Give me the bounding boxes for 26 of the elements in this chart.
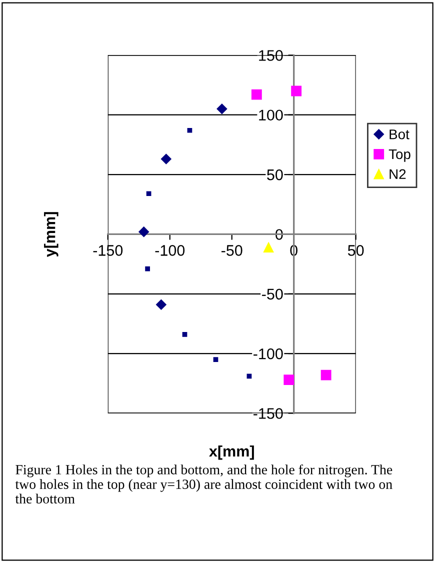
point [216, 104, 228, 114]
point [284, 374, 294, 386]
y-tick-label: 50 [267, 169, 283, 180]
point [291, 86, 302, 96]
y-tick-label: -50 [262, 288, 283, 300]
point [251, 89, 262, 100]
y-axis-title: y[mm] [44, 212, 58, 258]
point [146, 191, 152, 196]
point [320, 370, 332, 380]
caption: Figure 1 Holes in the top and bottom, and the hole for nitrogen. The two holes in the top (near y=130) are almost coincident with two on the bottom [15, 464, 392, 504]
legend-label: Bot [390, 130, 410, 140]
x-tick-label: -50 [221, 245, 242, 256]
point [160, 154, 172, 164]
point [187, 128, 192, 133]
point [138, 226, 150, 238]
point [263, 242, 274, 253]
y-tick-label: 100 [259, 110, 283, 121]
point [145, 266, 150, 272]
legend-label: N2 [390, 169, 406, 179]
point [213, 357, 218, 362]
legend-label: Top [388, 149, 410, 162]
x-axis-title: x[mm] [209, 445, 254, 460]
point [156, 299, 166, 310]
y-tick-label: -100 [254, 348, 283, 360]
x-tick-label: -100 [155, 245, 185, 256]
point [182, 332, 188, 337]
